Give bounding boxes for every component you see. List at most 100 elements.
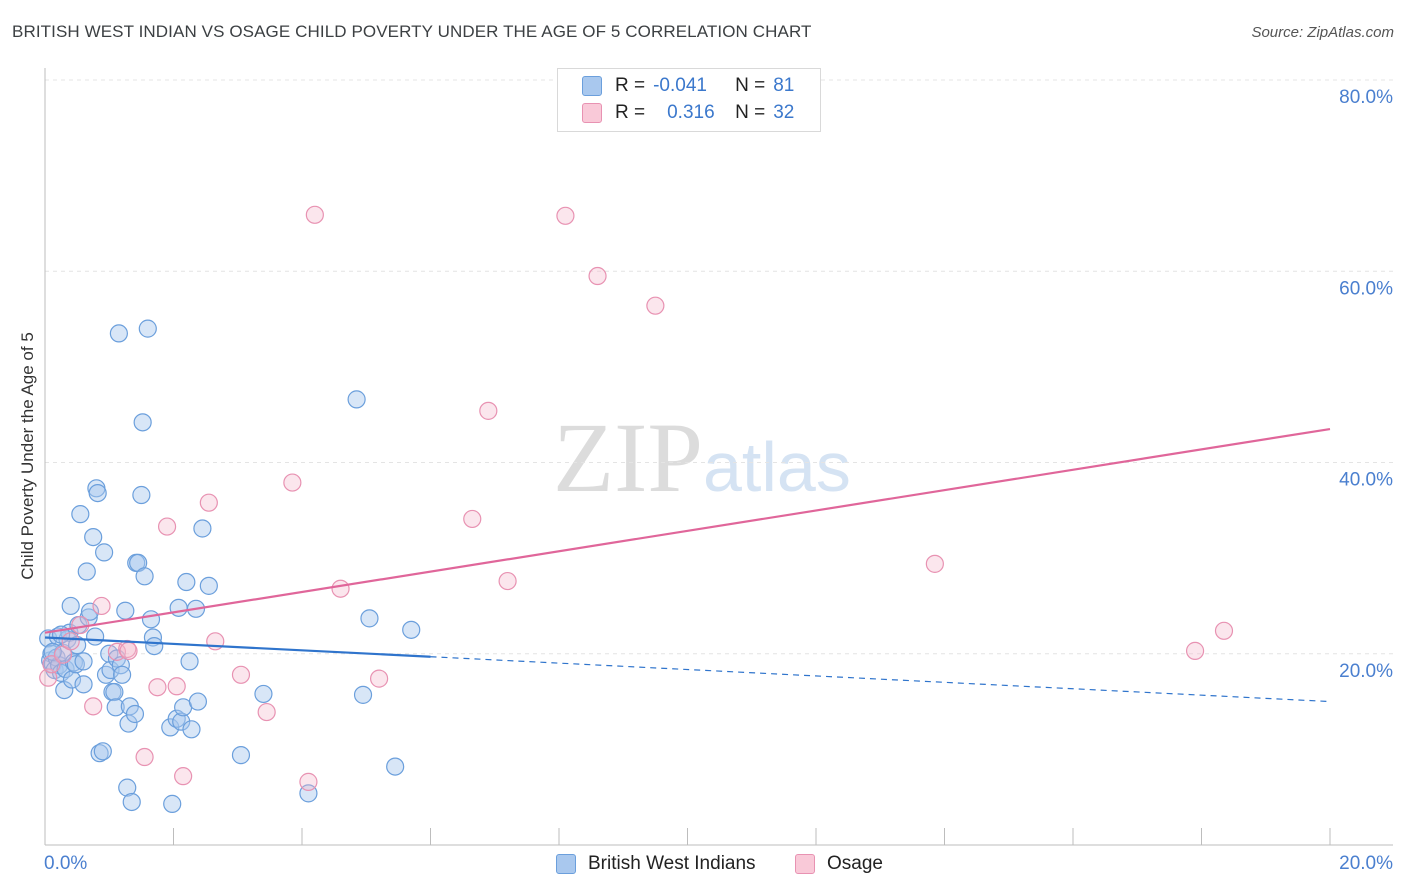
legend-n-label: N = xyxy=(735,75,766,96)
point-british-west-indians xyxy=(112,665,132,684)
point-british-west-indians xyxy=(163,794,182,813)
point-british-west-indians xyxy=(135,567,154,586)
point-british-west-indians xyxy=(141,610,161,629)
point-osage xyxy=(157,517,177,536)
point-british-west-indians xyxy=(71,505,90,524)
point-british-west-indians xyxy=(402,620,421,639)
point-osage xyxy=(299,772,318,791)
legend-r-value: -0.041 xyxy=(653,75,707,96)
watermark: ZIPatlas xyxy=(553,400,851,515)
point-osage xyxy=(463,509,482,529)
trend-line-british-west-indians-dashed xyxy=(430,656,1331,703)
point-british-west-indians xyxy=(182,720,201,739)
watermark-zip: ZIP xyxy=(553,402,703,513)
legend-n-label: N = xyxy=(735,102,766,123)
point-british-west-indians xyxy=(122,792,141,812)
x-tick-label: 0.0% xyxy=(44,853,87,874)
point-british-west-indians xyxy=(88,484,107,503)
point-british-west-indians xyxy=(61,596,80,616)
gridlines xyxy=(45,79,1393,655)
point-british-west-indians xyxy=(180,652,199,671)
point-british-west-indians xyxy=(93,742,112,761)
legend-r-label: R = xyxy=(615,75,646,96)
y-tick-label: 40.0% xyxy=(1339,470,1393,491)
point-british-west-indians xyxy=(193,519,212,538)
legend-n-value: 81 xyxy=(773,75,795,96)
point-british-west-indians xyxy=(188,692,208,711)
point-osage xyxy=(119,641,138,660)
y-tick-label: 80.0% xyxy=(1339,87,1393,108)
bottom-legend-osage[interactable]: Osage xyxy=(795,852,883,876)
trend-line-british-west-indians xyxy=(44,636,431,658)
bottom-legend-british-west-indians[interactable]: British West Indians xyxy=(556,852,756,876)
data-points xyxy=(39,205,1234,813)
point-osage xyxy=(283,473,302,492)
point-osage xyxy=(53,645,73,664)
point-osage xyxy=(92,596,111,616)
point-british-west-indians xyxy=(254,684,273,704)
tick-labels: 20.0% 40.0% 60.0% 80.0% 0.0% 20.0% xyxy=(44,87,1393,874)
source-credit: Source: ZipAtlas.com xyxy=(1251,24,1394,41)
point-british-west-indians xyxy=(145,636,164,656)
bottom-legend-swatch-blue xyxy=(556,854,576,874)
point-british-west-indians xyxy=(169,598,188,617)
legend-swatch-pink xyxy=(582,103,602,123)
point-british-west-indians xyxy=(172,712,191,731)
point-british-west-indians xyxy=(199,576,218,595)
point-osage xyxy=(257,702,276,722)
point-osage xyxy=(174,767,193,786)
point-british-west-indians xyxy=(86,627,105,646)
point-british-west-indians xyxy=(133,413,152,432)
point-british-west-indians xyxy=(138,319,157,338)
point-osage xyxy=(135,747,154,767)
y-tick-label: 20.0% xyxy=(1339,661,1393,682)
point-british-west-indians xyxy=(118,778,137,797)
chart-title: BRITISH WEST INDIAN VS OSAGE CHILD POVER… xyxy=(12,22,812,41)
point-british-west-indians xyxy=(231,746,251,765)
point-osage xyxy=(167,677,186,696)
point-osage xyxy=(305,205,324,224)
point-british-west-indians xyxy=(105,682,124,702)
point-british-west-indians xyxy=(360,609,379,628)
point-osage xyxy=(498,571,517,591)
point-osage xyxy=(331,579,350,598)
point-british-west-indians xyxy=(106,698,125,717)
point-osage xyxy=(370,669,389,688)
point-osage xyxy=(84,697,103,716)
legend-r-label: R = xyxy=(615,102,646,123)
point-osage xyxy=(556,206,575,225)
point-british-west-indians xyxy=(84,527,103,547)
point-british-west-indians xyxy=(109,324,128,343)
y-tick-label: 60.0% xyxy=(1339,278,1393,299)
bottom-legend-label: Osage xyxy=(827,853,883,874)
point-british-west-indians xyxy=(347,390,366,409)
point-british-west-indians xyxy=(80,602,100,621)
stats-legend: R = -0.041 N = 81 R = 0.316 N = 32 xyxy=(557,68,821,132)
bottom-legend-label: British West Indians xyxy=(588,853,756,874)
legend-row-osage: R = 0.316 N = 32 xyxy=(582,101,794,125)
point-british-west-indians xyxy=(125,704,145,724)
point-british-west-indians xyxy=(111,656,130,675)
point-british-west-indians xyxy=(74,652,93,671)
point-osage xyxy=(148,678,167,697)
legend-swatch-blue xyxy=(582,76,602,96)
point-osage xyxy=(479,401,498,420)
legend-n-value: 32 xyxy=(773,102,795,123)
point-osage xyxy=(61,632,80,651)
point-osage xyxy=(199,493,218,512)
point-british-west-indians xyxy=(177,572,196,592)
trend-lines xyxy=(44,427,1331,703)
point-british-west-indians xyxy=(90,744,109,763)
point-british-west-indians xyxy=(74,675,93,694)
trend-line-osage xyxy=(44,427,1331,634)
point-british-west-indians xyxy=(353,685,373,704)
axes xyxy=(44,68,1393,846)
point-osage xyxy=(39,668,58,687)
x-tick-label: 20.0% xyxy=(1339,853,1393,874)
point-osage xyxy=(231,665,251,684)
bottom-legend-swatch-pink xyxy=(795,854,815,874)
point-osage xyxy=(1185,641,1205,660)
point-british-west-indians xyxy=(386,757,405,776)
point-osage xyxy=(588,266,607,286)
